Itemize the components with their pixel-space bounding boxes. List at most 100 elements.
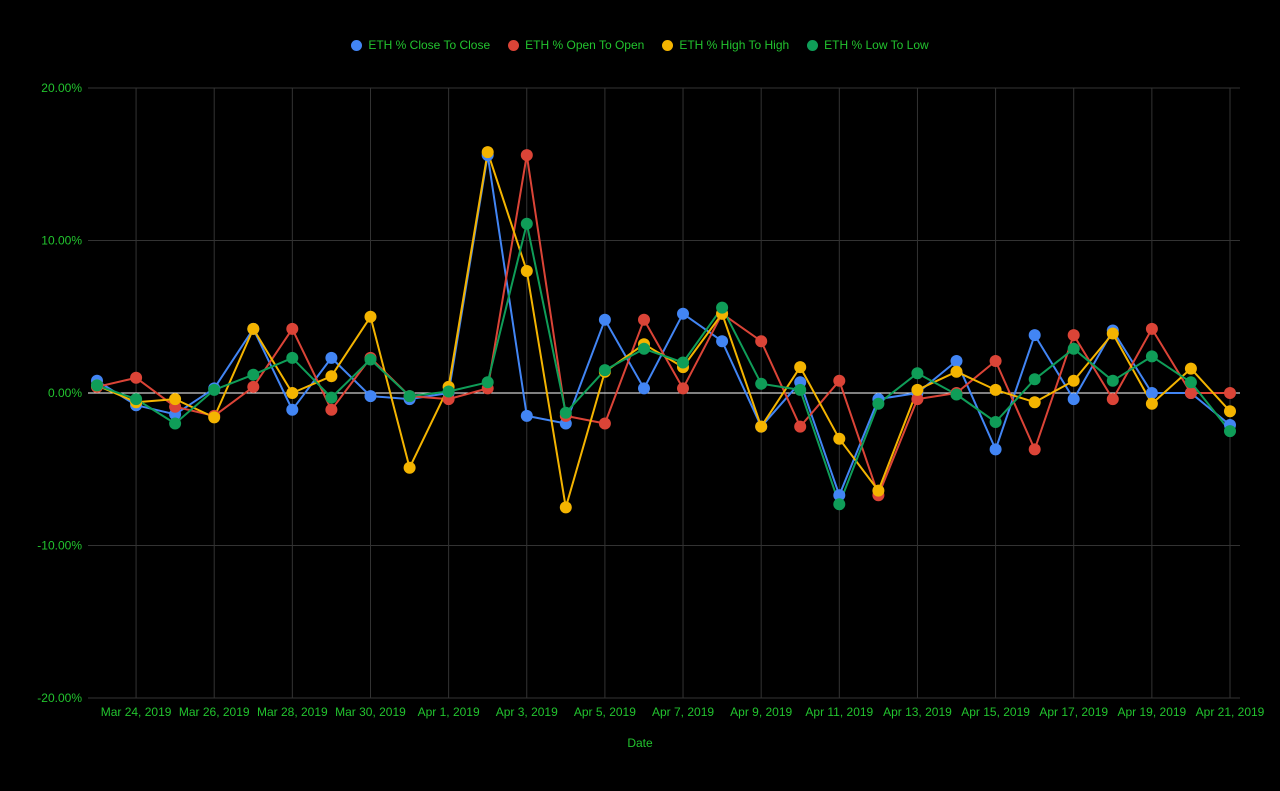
data-point-series-2[interactable]	[755, 420, 768, 433]
data-point-series-3[interactable]	[833, 498, 846, 511]
x-tick-label: Apr 15, 2019	[961, 705, 1030, 719]
data-point-series-0[interactable]	[716, 335, 729, 348]
data-point-series-3[interactable]	[286, 351, 299, 364]
y-tick-label: 10.00%	[41, 234, 82, 248]
data-point-series-3[interactable]	[208, 383, 221, 396]
data-point-series-2[interactable]	[1224, 405, 1236, 418]
data-point-series-1[interactable]	[1028, 443, 1041, 456]
data-point-series-1[interactable]	[598, 417, 611, 430]
data-point-series-2[interactable]	[1028, 396, 1041, 409]
data-point-series-3[interactable]	[677, 356, 689, 369]
data-point-series-0[interactable]	[989, 443, 1002, 456]
data-point-series-2[interactable]	[833, 432, 846, 445]
data-point-series-0[interactable]	[1067, 393, 1080, 406]
data-point-series-2[interactable]	[559, 501, 572, 514]
x-tick-label: Apr 5, 2019	[574, 705, 636, 719]
data-point-series-3[interactable]	[247, 368, 260, 381]
series-line-0	[96, 154, 1231, 497]
data-point-series-1[interactable]	[755, 335, 768, 348]
data-point-series-3[interactable]	[1028, 373, 1041, 386]
data-point-series-2[interactable]	[989, 383, 1002, 396]
legend-item-low-to-low[interactable]: ETH % Low To Low	[807, 38, 929, 52]
data-point-series-1[interactable]	[1067, 329, 1080, 342]
data-point-series-3[interactable]	[364, 353, 377, 366]
legend-item-close-to-close[interactable]: ETH % Close To Close	[351, 38, 490, 52]
data-point-series-1[interactable]	[677, 382, 689, 395]
data-point-series-2[interactable]	[169, 393, 182, 406]
data-point-series-2[interactable]	[872, 484, 885, 497]
data-point-series-3[interactable]	[130, 393, 143, 406]
data-point-series-3[interactable]	[872, 397, 885, 410]
data-point-series-0[interactable]	[1145, 387, 1158, 399]
data-point-series-1[interactable]	[520, 149, 533, 162]
data-point-series-3[interactable]	[1145, 350, 1158, 363]
data-point-series-0[interactable]	[950, 355, 963, 367]
data-point-series-2[interactable]	[208, 411, 221, 424]
data-point-series-2[interactable]	[403, 461, 416, 474]
data-point-series-0[interactable]	[286, 403, 299, 416]
data-point-series-3[interactable]	[638, 342, 650, 355]
data-point-series-3[interactable]	[1224, 425, 1236, 438]
data-point-series-3[interactable]	[1106, 374, 1119, 387]
data-point-series-3[interactable]	[325, 391, 338, 404]
legend-swatch-open-to-open	[508, 39, 520, 51]
data-point-series-3[interactable]	[911, 367, 924, 380]
data-point-series-1[interactable]	[1224, 387, 1236, 399]
data-point-series-0[interactable]	[364, 390, 377, 403]
data-point-series-1[interactable]	[286, 322, 299, 335]
data-point-series-1[interactable]	[1184, 387, 1197, 399]
legend-item-high-to-high[interactable]: ETH % High To High	[662, 38, 789, 52]
data-point-series-1[interactable]	[833, 374, 846, 387]
data-point-series-2[interactable]	[1106, 327, 1119, 340]
data-point-series-0[interactable]	[638, 382, 650, 395]
data-point-series-3[interactable]	[794, 383, 807, 396]
data-point-series-0[interactable]	[677, 307, 689, 320]
data-point-series-3[interactable]	[559, 406, 572, 419]
data-point-series-3[interactable]	[481, 376, 494, 389]
data-point-series-3[interactable]	[598, 364, 611, 377]
data-point-series-2[interactable]	[1145, 397, 1158, 410]
data-point-series-1[interactable]	[638, 313, 650, 326]
data-point-series-0[interactable]	[1028, 329, 1041, 342]
data-point-series-3[interactable]	[1067, 342, 1080, 355]
data-point-series-1[interactable]	[911, 393, 924, 406]
data-point-series-3[interactable]	[716, 301, 729, 314]
series-lines	[96, 151, 1231, 509]
data-point-series-2[interactable]	[364, 310, 377, 323]
data-point-series-1[interactable]	[247, 380, 260, 393]
data-point-series-1[interactable]	[794, 420, 807, 433]
data-point-series-2[interactable]	[286, 387, 299, 399]
data-point-series-1[interactable]	[130, 371, 143, 384]
data-point-series-2[interactable]	[1184, 362, 1197, 375]
x-tick-label: Apr 19, 2019	[1118, 705, 1187, 719]
data-point-series-0[interactable]	[520, 409, 533, 422]
data-point-series-0[interactable]	[325, 351, 338, 364]
data-point-series-3[interactable]	[1184, 376, 1197, 389]
y-tick-label: -10.00%	[37, 539, 82, 553]
data-point-series-3[interactable]	[442, 385, 455, 398]
data-point-series-1[interactable]	[325, 403, 338, 416]
data-point-series-1[interactable]	[1145, 322, 1158, 335]
data-point-series-2[interactable]	[950, 365, 963, 378]
y-tick-label: -20.00%	[37, 691, 82, 705]
data-point-series-2[interactable]	[247, 322, 260, 335]
data-point-series-1[interactable]	[1106, 393, 1119, 406]
data-point-series-2[interactable]	[481, 146, 494, 159]
data-point-series-1[interactable]	[989, 355, 1002, 367]
data-point-series-0[interactable]	[833, 489, 846, 502]
data-point-series-2[interactable]	[520, 265, 533, 277]
data-point-series-2[interactable]	[794, 361, 807, 374]
data-point-series-0[interactable]	[598, 313, 611, 326]
data-point-series-2[interactable]	[1067, 374, 1080, 387]
data-point-series-3[interactable]	[403, 390, 416, 403]
data-point-series-3[interactable]	[169, 417, 182, 430]
data-point-series-3[interactable]	[950, 388, 963, 401]
data-point-series-2[interactable]	[911, 383, 924, 396]
data-point-series-3[interactable]	[520, 217, 533, 230]
data-point-series-3[interactable]	[755, 377, 768, 390]
legend-item-open-to-open[interactable]: ETH % Open To Open	[508, 38, 644, 52]
data-point-series-3[interactable]	[91, 379, 103, 392]
data-point-series-2[interactable]	[325, 370, 338, 383]
data-point-series-3[interactable]	[989, 416, 1002, 428]
x-tick-label: Apr 11, 2019	[805, 705, 873, 719]
